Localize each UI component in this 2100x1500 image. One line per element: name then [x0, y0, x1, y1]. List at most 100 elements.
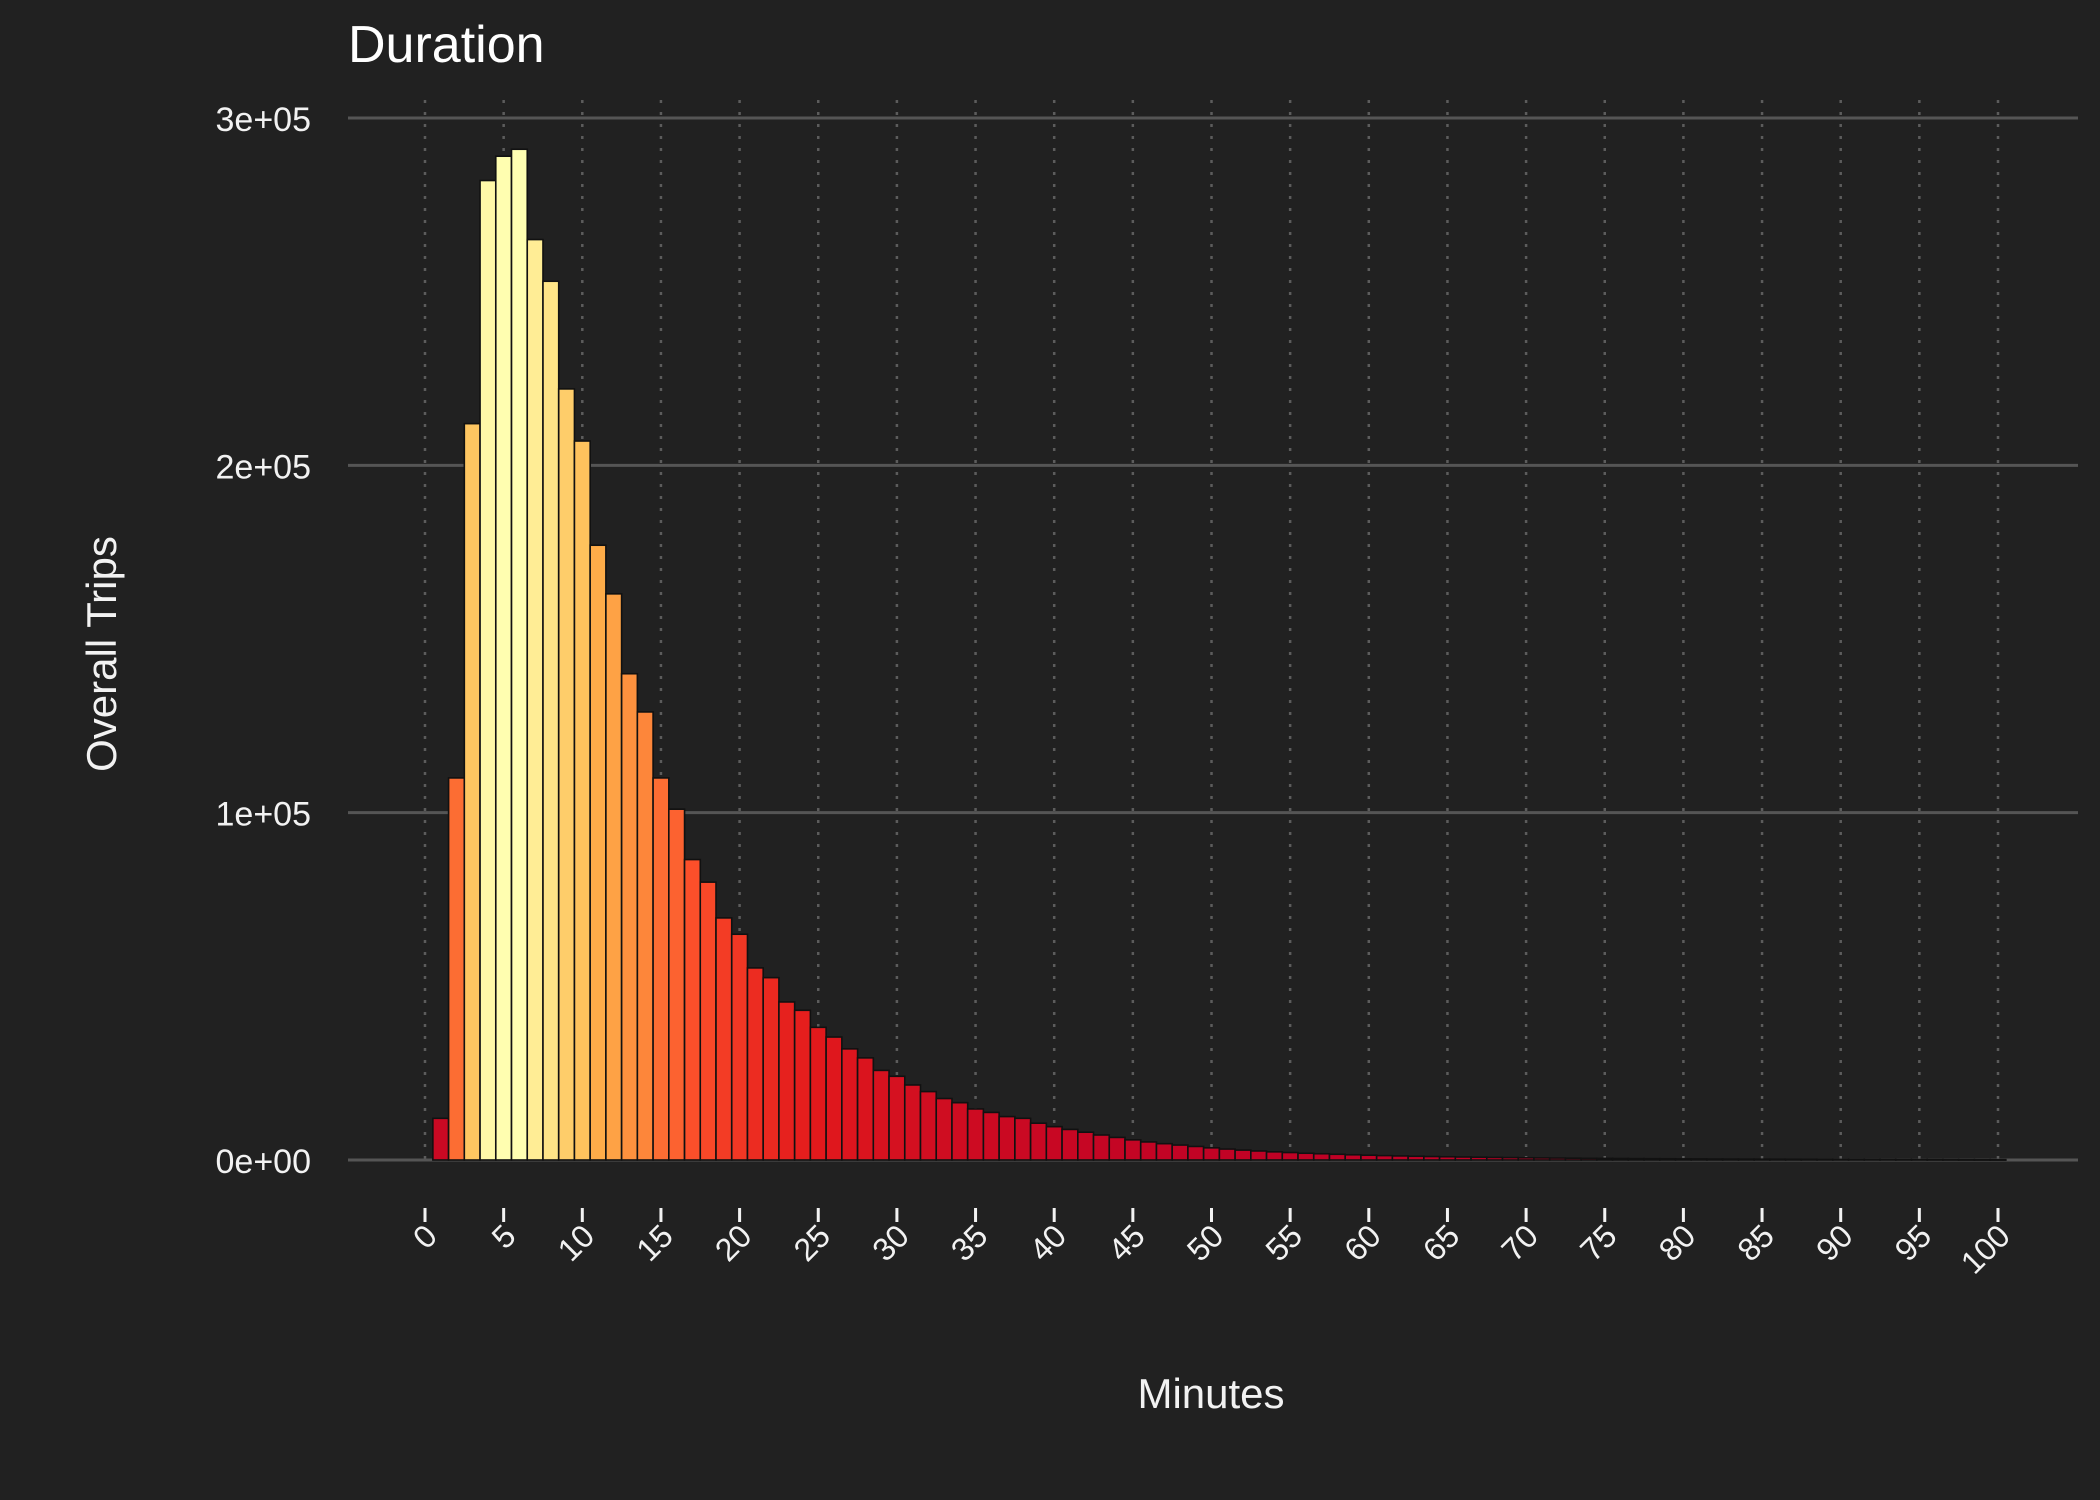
bar: [699, 881, 717, 1161]
bar: [1800, 1158, 1818, 1161]
x-tick-label: 50: [1180, 1217, 1231, 1268]
bar: [1454, 1156, 1472, 1161]
bar: [605, 593, 623, 1161]
bar: [1108, 1136, 1126, 1161]
y-tick-label: 0e+00: [216, 1143, 312, 1181]
bar: [1643, 1157, 1661, 1161]
bar: [1281, 1151, 1299, 1161]
x-tick-label: 5: [485, 1217, 523, 1255]
x-axis: 0 5 10 15 20 25 30 35 40 45 50 55 60 65 70 75 80 85 90 95 10…: [406, 1208, 2017, 1281]
x-tick-label: 80: [1652, 1217, 1703, 1268]
bar: [1517, 1156, 1535, 1161]
bar: [1910, 1158, 1929, 1161]
bar: [1045, 1125, 1063, 1161]
bar: [1894, 1158, 1913, 1161]
bar: [1832, 1158, 1850, 1161]
bar: [1863, 1158, 1881, 1161]
bar: [1139, 1141, 1158, 1161]
bar: [1014, 1117, 1032, 1161]
x-tick-label: 85: [1730, 1217, 1781, 1268]
bar: [856, 1057, 875, 1161]
y-axis: 0e+00 1e+05 2e+05 3e+05: [216, 101, 312, 1181]
x-tick-label: 25: [787, 1217, 838, 1268]
x-tick-label: 60: [1337, 1217, 1388, 1268]
chart-title: Duration: [348, 16, 545, 74]
bar: [683, 858, 702, 1161]
bar: [1942, 1158, 1960, 1161]
x-tick-label: 15: [629, 1217, 680, 1268]
bar: [1092, 1134, 1111, 1161]
x-tick-label: 75: [1573, 1217, 1624, 1268]
bar: [1627, 1157, 1645, 1161]
bar: [935, 1097, 953, 1161]
bar: [762, 976, 780, 1161]
y-tick-label: 3e+05: [216, 101, 312, 139]
bar: [526, 238, 544, 1161]
x-tick-label: 55: [1258, 1217, 1309, 1268]
y-tick-label: 2e+05: [216, 448, 312, 486]
x-tick-label: 90: [1809, 1217, 1860, 1268]
x-tick-label: 45: [1101, 1217, 1152, 1268]
x-tick-label: 100: [1954, 1217, 2017, 1280]
bar: [463, 422, 481, 1161]
bar: [620, 672, 639, 1161]
bar: [542, 280, 560, 1161]
bar: [1375, 1154, 1394, 1161]
bars-layer: [432, 148, 2007, 1161]
bar: [1533, 1157, 1551, 1161]
x-tick-label: 70: [1494, 1217, 1545, 1268]
bar: [1879, 1158, 1897, 1161]
bar: [1297, 1152, 1315, 1161]
bar: [432, 1117, 450, 1161]
bar: [1344, 1153, 1362, 1161]
bar: [746, 967, 764, 1161]
x-tick-label: 20: [708, 1217, 759, 1268]
bar: [557, 388, 576, 1161]
bar: [510, 148, 529, 1161]
bar: [1957, 1158, 1976, 1161]
bar: [1485, 1156, 1504, 1161]
bar: [1564, 1157, 1582, 1161]
bar: [1202, 1147, 1221, 1161]
bar: [636, 711, 654, 1161]
bar: [1501, 1156, 1520, 1161]
bar: [982, 1111, 1000, 1161]
bar: [1312, 1152, 1331, 1161]
bar: [1816, 1158, 1834, 1161]
bar: [1784, 1158, 1803, 1161]
bar: [919, 1090, 938, 1161]
bar: [1171, 1144, 1189, 1161]
y-tick-label: 1e+05: [216, 796, 312, 834]
bar: [479, 179, 497, 1161]
x-tick-label: 40: [1023, 1217, 1074, 1268]
bar: [1407, 1155, 1425, 1161]
bar: [903, 1084, 922, 1161]
bar: [1737, 1158, 1755, 1161]
bar: [1029, 1122, 1048, 1161]
bar: [447, 777, 466, 1161]
bar: [1611, 1157, 1630, 1161]
y-axis-title: Overall Trips: [78, 536, 125, 772]
bar: [1077, 1131, 1095, 1161]
bar: [1706, 1158, 1724, 1161]
bar: [715, 917, 733, 1161]
bar: [1218, 1148, 1236, 1161]
bar: [841, 1048, 859, 1161]
bar: [825, 1036, 843, 1161]
x-tick-label: 0: [406, 1217, 444, 1255]
bar: [1438, 1155, 1457, 1161]
bar: [1973, 1158, 1991, 1161]
x-tick-label: 95: [1888, 1217, 1939, 1268]
bar: [778, 1001, 796, 1161]
bar: [1659, 1157, 1677, 1161]
x-tick-label: 30: [865, 1217, 916, 1268]
bar: [1580, 1157, 1598, 1161]
bar: [1548, 1157, 1567, 1161]
bar: [589, 544, 607, 1161]
bar: [1847, 1158, 1866, 1161]
bar: [1155, 1142, 1173, 1161]
bar: [1187, 1145, 1205, 1161]
bar: [1124, 1139, 1142, 1161]
bar: [1596, 1157, 1614, 1161]
bar: [951, 1101, 969, 1161]
